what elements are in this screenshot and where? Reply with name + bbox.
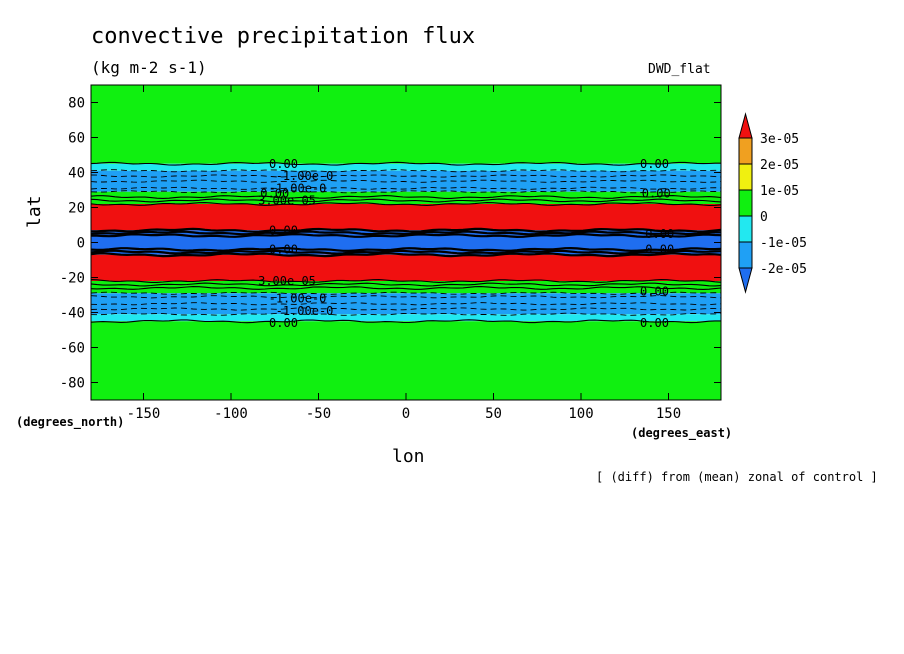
contour-label-6: 0.00 (642, 187, 671, 201)
band-4 (91, 204, 721, 231)
contour-solid-13 (90, 319, 721, 324)
y-tick-label-0: 80 (68, 96, 85, 112)
x-tick-label-5: 100 (568, 406, 593, 422)
y-tick-label-2: 40 (68, 166, 85, 182)
contour-dashed-5 (90, 291, 722, 295)
contour-dashed-2 (90, 179, 722, 183)
contour-label-12: 0.00 (640, 285, 669, 299)
contour-solid-11 (90, 282, 722, 287)
contour-solid-3 (90, 202, 722, 206)
colorbar-box-5 (738, 241, 753, 269)
y-tick-label-4: 0 (77, 236, 85, 252)
x-tick-label-2: -50 (306, 406, 331, 422)
contour-solid-8 (90, 249, 722, 255)
colorbar-bottom-triangle (738, 267, 753, 294)
chart-units: (kg m-2 s-1) (91, 58, 207, 77)
colorbar-label-2: 1e-05 (760, 184, 799, 199)
colorbar-box-1 (738, 137, 753, 165)
colorbar-box-4 (738, 215, 753, 243)
contour-label-1: 0.00 (640, 157, 669, 171)
footer-note: [ (diff) from (mean) zonal of control ] (596, 470, 878, 484)
dataset-label: DWD_flat (648, 62, 711, 77)
contour-label-10: 0.00 (645, 243, 674, 257)
colorbar-top-triangle (738, 112, 753, 139)
contour-solid-5 (90, 230, 722, 236)
colorbar-label-1: 2e-05 (760, 158, 799, 173)
contour-label-3: -1.00e-0 (269, 181, 327, 195)
x-tick-label-3: 0 (402, 406, 410, 422)
contour-label-11: 3.00e-05 (258, 274, 316, 288)
x-units-label: (degrees_east) (631, 426, 733, 440)
colorbar-label-3: 0 (760, 210, 768, 225)
colorbar-label-0: 3e-05 (760, 132, 799, 147)
contour-label-15: 0.00 (269, 316, 298, 330)
contour-label-7: 0.00 (269, 223, 298, 237)
y-units-label: (degrees_north) (16, 415, 125, 429)
x-tick-label-1: -100 (214, 406, 248, 422)
colorbar-box-3 (738, 189, 753, 217)
contour-solid-7 (90, 246, 722, 253)
x-axis-label: lon (392, 446, 425, 467)
band-1 (91, 163, 721, 171)
contour-dashed-3 (90, 186, 722, 190)
band-6 (91, 254, 721, 281)
y-tick-label-8: -80 (60, 376, 85, 392)
y-tick-label-3: 20 (68, 201, 85, 217)
contour-label-2: -1.00e-0 (276, 169, 334, 183)
contour-dashed-7 (90, 302, 722, 306)
contour-solid-9 (90, 252, 722, 258)
y-tick-label-1: 60 (68, 131, 85, 147)
contour-solid-12 (90, 286, 722, 290)
colorbar-label-4: -1e-05 (760, 236, 807, 251)
y-tick-label-5: -20 (60, 271, 85, 287)
contour-lines (90, 161, 722, 324)
y-tick-label-6: -40 (60, 306, 85, 322)
colorbar-label-5: -2e-05 (760, 262, 807, 277)
contour-solid-4 (91, 227, 722, 233)
contour-solid-0 (90, 161, 721, 166)
contour-dashed-0 (90, 169, 721, 173)
x-tick-label-6: 150 (656, 406, 681, 422)
contour-label-16: 0.00 (640, 316, 669, 330)
chart-title: convective precipitation flux (91, 24, 476, 49)
contour-solid-6 (91, 232, 722, 239)
band-10 (91, 321, 721, 400)
contour-solid-2 (90, 198, 722, 203)
contour-dashed-6 (90, 295, 722, 299)
contour-dashed-4 (90, 190, 722, 194)
band-9 (91, 314, 721, 322)
colorbar-box-2 (738, 163, 753, 191)
contour-label-13: -1.00e-0 (269, 292, 327, 306)
x-tick-label-0: -150 (127, 406, 161, 422)
y-tick-label-7: -60 (60, 341, 85, 357)
contour-dashed-9 (90, 312, 722, 316)
contour-label-14: -1.00e-0 (276, 304, 334, 318)
y-axis-label: lat (24, 195, 45, 228)
band-3 (91, 191, 721, 204)
contour-label-8: 0.00 (645, 227, 674, 241)
contour-label-4: 0.00 (260, 187, 289, 201)
contour-label-5: 3.00e-05 (258, 194, 316, 208)
contour-solid-10 (90, 279, 722, 283)
contour-label-9: 0.00 (269, 243, 298, 257)
contour-label-0: 0.00 (269, 157, 298, 171)
contour-dashed-8 (90, 307, 722, 311)
band-0 (91, 85, 721, 164)
x-tick-label-4: 50 (485, 406, 502, 422)
contour-dashed-1 (90, 174, 722, 178)
contour-solid-1 (90, 195, 722, 199)
